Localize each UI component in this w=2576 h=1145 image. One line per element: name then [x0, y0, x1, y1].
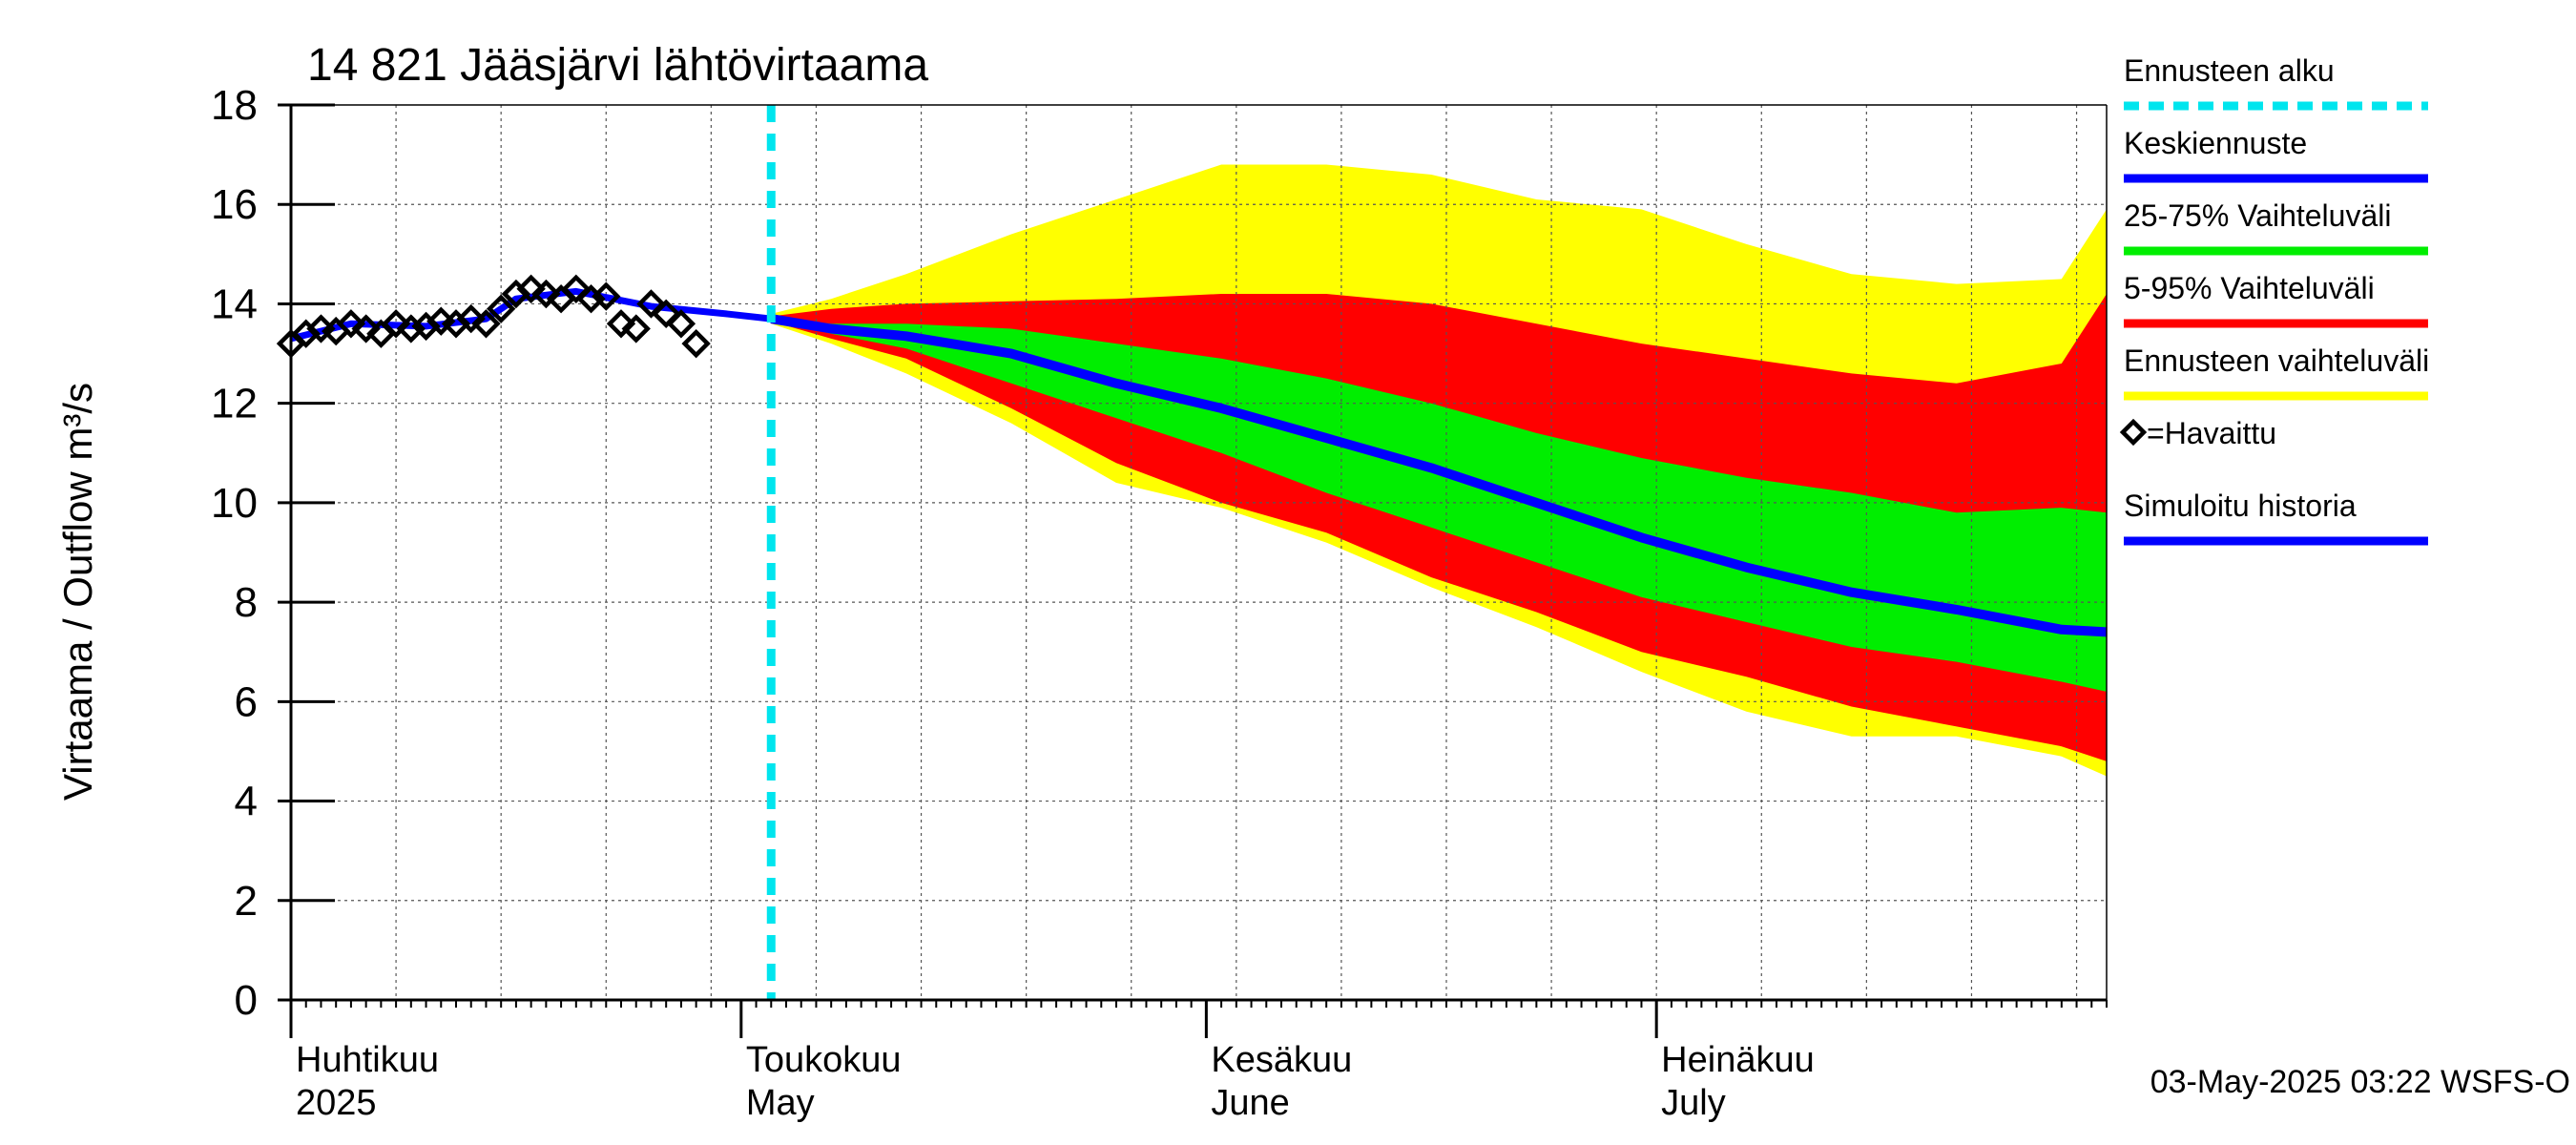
observed-point [456, 303, 486, 334]
observed-point [471, 309, 501, 339]
y-tick-label: 16 [211, 181, 258, 228]
legend-label-p25_75: 25-75% Vaihteluväli [2124, 198, 2391, 233]
chart-title: 14 821 Jääsjärvi lähtövirtaama [307, 40, 928, 91]
observed-point [531, 279, 561, 309]
legend: Ennusteen alku Keskiennuste 25-75% Vaihtel… [2119, 53, 2429, 546]
y-tick-label: 8 [235, 579, 258, 626]
observed-point [336, 309, 366, 339]
observed-point [606, 309, 636, 339]
legend-label-p5_95: 5-95% Vaihteluväli [2124, 271, 2375, 305]
observed-point [636, 289, 666, 319]
observed-points [276, 274, 711, 359]
observed-point [561, 274, 592, 303]
month-label-fi: Toukokuu [746, 1040, 902, 1080]
p25-75-band [771, 318, 2107, 692]
legend-label-median: Keskiennuste [2124, 126, 2307, 160]
legend-symbol-observed [2119, 418, 2148, 447]
timestamp-footer: 03-May-2025 03:22 WSFS-O [2150, 1064, 2570, 1100]
observed-point [592, 281, 621, 311]
month-label-en: May [746, 1083, 815, 1123]
observed-point [381, 309, 411, 339]
y-tick-label: 12 [211, 381, 258, 427]
legend-label-forecast_start: Ennusteen alku [2124, 53, 2335, 88]
observed-point [651, 299, 681, 329]
legend-label-range: Ennusteen vaihteluväli [2124, 344, 2429, 378]
y-axis-label: Virtaama / Outflow m³/s [55, 383, 100, 801]
month-label-fi: Kesäkuu [1211, 1040, 1352, 1080]
month-label-fi: Huhtikuu [296, 1040, 439, 1080]
y-tick-label: 18 [211, 82, 258, 129]
legend-label-simulated: Simuloitu historia [2124, 489, 2357, 523]
month-label-en: June [1211, 1083, 1289, 1123]
month-label-en: 2025 [296, 1083, 377, 1123]
observed-point [516, 274, 546, 303]
month-label-en: July [1661, 1083, 1726, 1123]
observed-point [351, 314, 381, 344]
grid-lines [291, 105, 2107, 1000]
month-label-fi: Heinäkuu [1661, 1040, 1815, 1080]
legend-label-observed: =Havaittu [2147, 416, 2276, 450]
y-tick-label: 6 [235, 678, 258, 725]
observed-point [666, 309, 696, 339]
y-tick-label: 2 [235, 878, 258, 925]
observed-point [486, 294, 516, 323]
observed-point [681, 328, 711, 359]
y-tick-label: 10 [211, 480, 258, 527]
y-tick-label: 4 [235, 779, 258, 825]
y-tick-label: 14 [211, 281, 258, 327]
observed-point [621, 314, 651, 344]
median-forecast-line [770, 314, 2108, 637]
y-tick-label: 0 [235, 977, 258, 1024]
